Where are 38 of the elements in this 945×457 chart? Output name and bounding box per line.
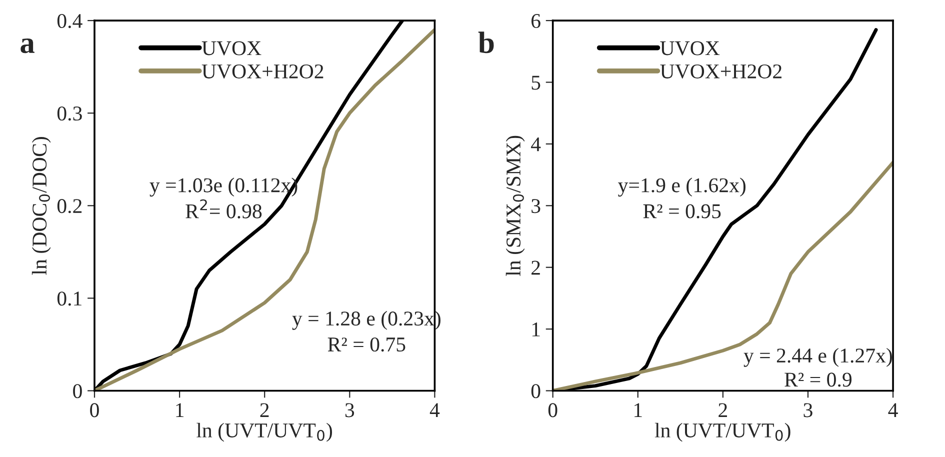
- legend-label: UVOX+H2O2: [202, 64, 324, 79]
- legend-label: UVOX: [202, 41, 262, 56]
- y-tick-label: 0: [531, 384, 540, 398]
- annotation: R² = 0.75: [328, 337, 406, 352]
- y-tick-label: 0.1: [57, 292, 82, 306]
- x-tick-label: 3: [345, 403, 354, 418]
- annotation: R² = 0.9: [784, 372, 852, 387]
- y-tick-label: 0.4: [57, 14, 82, 28]
- x-axis-title: ln (UVT/UVT$_{0}$): [654, 422, 790, 442]
- y-tick-label: 2: [532, 260, 540, 275]
- x-tick-label: 4: [430, 403, 440, 417]
- x-tick-label: 1: [176, 403, 184, 417]
- x-tick-label: 2: [260, 403, 269, 417]
- x-tick-label: 3: [804, 403, 812, 418]
- y-axis-title: ln (DOC$_{0}$/DOC): [32, 137, 51, 275]
- annotation: y = 2.44 e (1.27x): [744, 348, 892, 367]
- chart-title: a: [20, 38, 34, 54]
- y-tick-label: 0: [73, 384, 82, 398]
- y-tick-label: 5: [532, 76, 540, 90]
- y-tick-label: 0.2: [57, 199, 82, 214]
- y-tick-label: 1: [532, 322, 540, 336]
- x-axis-title: ln (UVT/UVT$_{0}$): [196, 422, 332, 442]
- y-tick-label: 3: [532, 199, 540, 214]
- x-tick-label: 4: [888, 403, 898, 417]
- legend-label: UVOX+H2O2: [660, 64, 782, 79]
- y-tick-label: 6: [532, 14, 540, 28]
- annotation: y=1.9 e (1.62x): [618, 178, 746, 197]
- x-tick-label: 2: [718, 403, 727, 417]
- chart-title: b: [478, 32, 494, 54]
- annotation: R² = 0.95: [643, 204, 721, 218]
- y-axis-title: ln (SMX$_{0}$/SMX): [506, 136, 525, 276]
- x-tick-label: 0: [90, 403, 99, 418]
- legend-label: UVOX: [660, 41, 720, 56]
- x-tick-label: 0: [548, 403, 558, 418]
- y-tick-label: 0.3: [57, 106, 82, 121]
- x-tick-label: 1: [634, 403, 642, 417]
- y-tick-label: 4: [531, 137, 541, 152]
- annotation: R$^{2}$= 0.98: [186, 199, 262, 218]
